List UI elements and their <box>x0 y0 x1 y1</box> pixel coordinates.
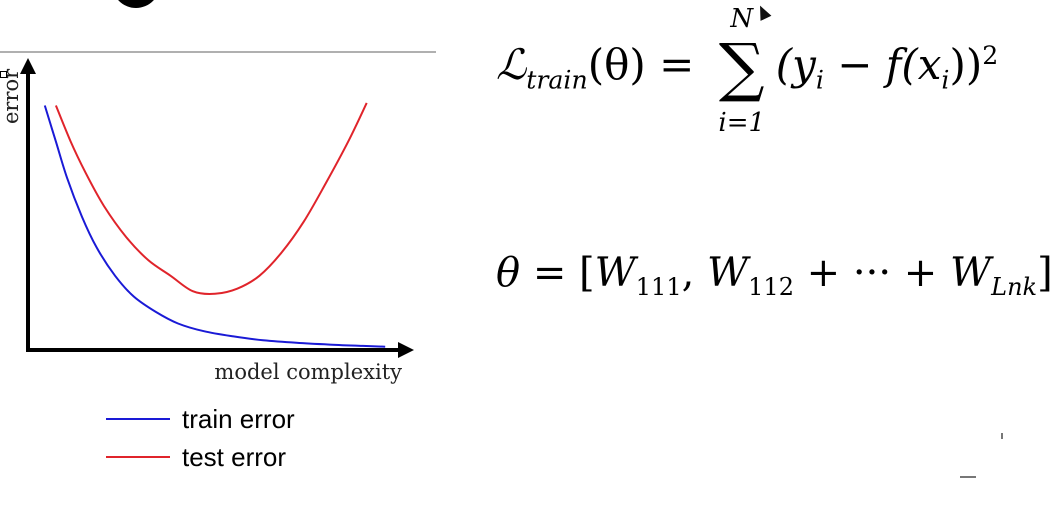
legend: train error test error <box>106 400 295 476</box>
y-axis-arrow-icon <box>20 58 36 74</box>
theta-lhs: θ <box>496 250 521 296</box>
theta-equation: θ = [W111, W112 + ··· + WLnk] <box>496 250 1053 301</box>
series-line-train <box>43 105 386 348</box>
loss-body-open: (y <box>775 40 816 89</box>
theta-term3-sub: Lnk <box>991 273 1038 301</box>
loss-argument: (θ) <box>587 40 646 89</box>
sigma-icon: ∑ <box>718 31 765 105</box>
loss-body-sub1: i <box>815 65 824 95</box>
theta-term3: W <box>950 250 992 296</box>
legend-swatch-train <box>106 418 170 420</box>
summation: N ∑ i=1 <box>710 6 774 136</box>
theta-open-bracket: [ <box>579 250 595 296</box>
legend-item-test: test error <box>106 438 295 476</box>
theta-equals: = <box>532 250 567 296</box>
loss-body-mid: − f(x <box>823 40 942 89</box>
error-vs-complexity-chart: model complexity error <box>0 51 436 384</box>
legend-label-test: test error <box>182 441 287 472</box>
artifact-mark <box>960 476 976 478</box>
loss-equation: ℒtrain(θ) = N ∑ i=1 (yi − f(xi))2 <box>496 6 999 136</box>
loss-subscript: train <box>526 65 588 95</box>
theta-mid: + ··· + <box>793 250 951 296</box>
theta-term1-sub: 111 <box>635 273 682 301</box>
theta-term2-sub: 112 <box>748 273 794 301</box>
loss-equals: = <box>659 40 695 89</box>
legend-label-train: train error <box>182 403 295 434</box>
theta-term2: W <box>707 250 749 296</box>
x-axis-arrow-icon <box>398 342 414 358</box>
loss-symbol: ℒ <box>496 40 527 89</box>
legend-item-train: train error <box>106 400 295 438</box>
series-layer <box>43 102 386 348</box>
series-line-test <box>54 102 368 296</box>
y-axis-label: error <box>0 68 23 124</box>
sum-lower-limit: i=1 <box>718 108 766 138</box>
loss-power: 2 <box>982 41 999 70</box>
x-axis-label: model complexity <box>214 360 402 384</box>
theta-close-bracket: ] <box>1037 250 1053 296</box>
theta-term1: W <box>594 250 636 296</box>
loss-body-close: )) <box>949 40 983 89</box>
loss-body-sub2: i <box>941 65 950 95</box>
theta-sep: , <box>681 250 708 296</box>
sum-upper-limit: N <box>730 4 754 34</box>
legend-swatch-test <box>106 456 170 458</box>
artifact-mark <box>1001 433 1003 439</box>
selection-handle[interactable] <box>0 71 7 78</box>
